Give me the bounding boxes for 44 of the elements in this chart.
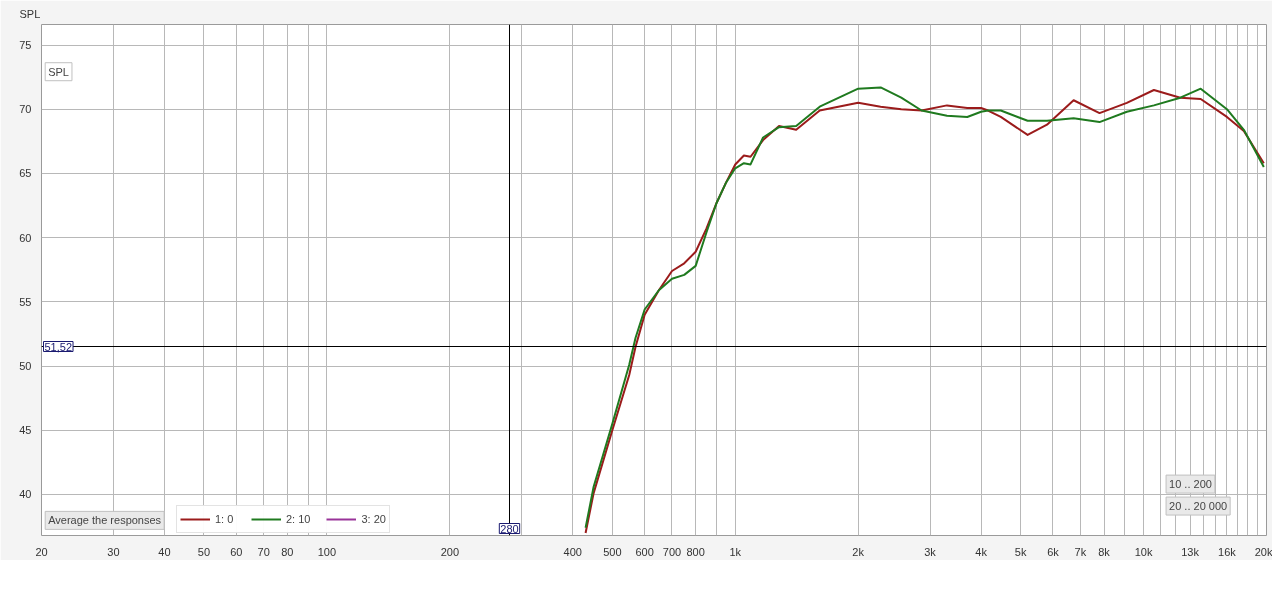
x-tick-label: 40 bbox=[158, 545, 171, 558]
y-tick-label: 40 bbox=[19, 488, 32, 501]
x-tick-label: 80 bbox=[281, 545, 294, 558]
x-tick-label: 5k bbox=[1014, 545, 1027, 558]
x-tick-label: 20 bbox=[35, 545, 48, 558]
x-tick-label: 8k bbox=[1098, 545, 1111, 558]
legend-label: 2: 10 bbox=[286, 513, 311, 525]
x-tick-label: 16k bbox=[1218, 545, 1237, 558]
y-tick-label: 45 bbox=[19, 424, 32, 437]
x-tick-label: 30 bbox=[107, 545, 120, 558]
x-tick-label: 100 bbox=[317, 545, 337, 558]
x-tick-label: 70 bbox=[257, 545, 270, 558]
x-tick-label: 10k bbox=[1134, 545, 1153, 558]
y-tick-label: 55 bbox=[19, 295, 32, 308]
legend-label: 3: 20 bbox=[361, 513, 386, 525]
annotation: 20 .. 20 000 bbox=[1169, 500, 1228, 513]
y-tick-label: 70 bbox=[19, 103, 32, 116]
x-tick-label: 2k bbox=[852, 545, 865, 558]
annotation: Average the responses bbox=[48, 514, 162, 527]
y-tick-label: 60 bbox=[19, 231, 32, 244]
x-tick-label: 20k bbox=[1254, 545, 1272, 558]
x-tick-label: 1k bbox=[729, 545, 742, 558]
x-tick-label: 3k bbox=[924, 545, 937, 558]
x-tick-label: 13k bbox=[1181, 545, 1200, 558]
x-tick-label: 60 bbox=[230, 545, 243, 558]
x-tick-label: 800 bbox=[686, 545, 705, 558]
y-tick-label: 75 bbox=[19, 39, 32, 52]
y-tick-label: 65 bbox=[19, 167, 32, 180]
annotation: SPL bbox=[48, 65, 69, 78]
x-tick-label: 7k bbox=[1074, 545, 1087, 558]
x-tick-label: 50 bbox=[197, 545, 211, 558]
legend-label: 1: 0 bbox=[215, 513, 235, 525]
x-tick-label: 4k bbox=[975, 545, 988, 558]
ref-line-label: 51,52 bbox=[44, 340, 73, 353]
x-tick-label: 6k bbox=[1047, 545, 1060, 558]
x-tick-label: 400 bbox=[563, 545, 582, 558]
x-tick-label: 200 bbox=[440, 545, 460, 558]
annotation: 10 .. 200 bbox=[1169, 478, 1212, 491]
y-tick-label: 50 bbox=[19, 360, 32, 373]
x-tick-label: 600 bbox=[635, 545, 654, 558]
x-tick-label: 500 bbox=[603, 545, 622, 558]
ref-line-label: 280 bbox=[500, 522, 519, 535]
x-tick-label: 700 bbox=[662, 545, 682, 558]
y-axis-title: SPL bbox=[19, 7, 41, 20]
